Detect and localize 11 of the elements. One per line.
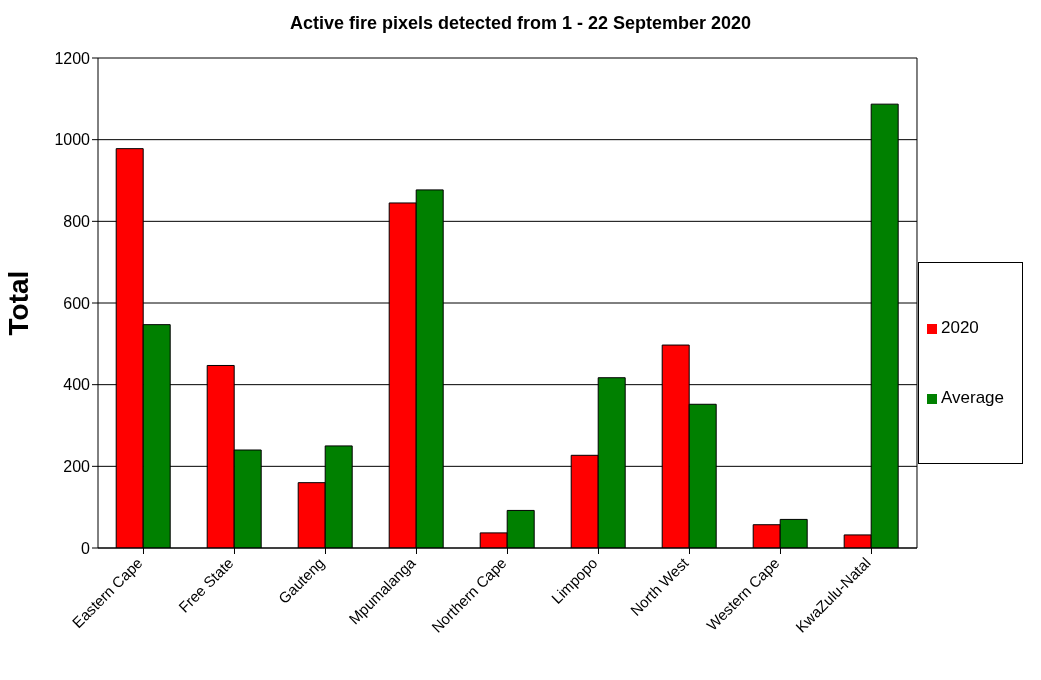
y-tick-label: 200: [63, 458, 91, 476]
y-tick-label: 1000: [54, 131, 91, 149]
y-tick-label: 400: [63, 376, 91, 394]
y-tick-label: 800: [63, 213, 91, 231]
y-tick-label: 0: [81, 539, 91, 557]
legend-label: 2020: [940, 318, 979, 337]
chart-title: Active fire pixels detected from 1 - 22 September 2020: [288, 12, 753, 35]
y-axis-title: Total: [2, 270, 34, 336]
legend-label: Average: [940, 388, 1004, 407]
y-tick-label: 1200: [54, 49, 91, 67]
y-tick-label: 600: [63, 294, 91, 312]
